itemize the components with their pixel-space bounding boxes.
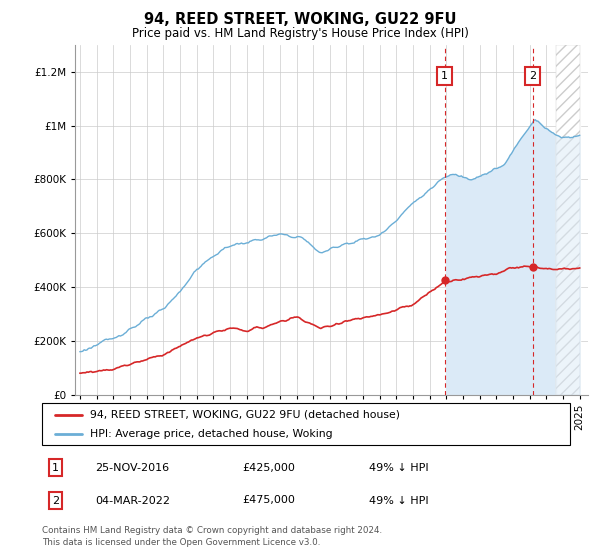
FancyBboxPatch shape <box>42 403 570 445</box>
Text: 1: 1 <box>441 71 448 81</box>
Text: 94, REED STREET, WOKING, GU22 9FU: 94, REED STREET, WOKING, GU22 9FU <box>144 12 456 27</box>
Text: £425,000: £425,000 <box>242 463 296 473</box>
Text: 94, REED STREET, WOKING, GU22 9FU (detached house): 94, REED STREET, WOKING, GU22 9FU (detac… <box>89 409 400 419</box>
Text: £475,000: £475,000 <box>242 496 296 506</box>
Text: 1: 1 <box>52 463 59 473</box>
Text: 49% ↓ HPI: 49% ↓ HPI <box>370 496 429 506</box>
Text: Contains HM Land Registry data © Crown copyright and database right 2024.
This d: Contains HM Land Registry data © Crown c… <box>42 526 382 547</box>
Text: Price paid vs. HM Land Registry's House Price Index (HPI): Price paid vs. HM Land Registry's House … <box>131 27 469 40</box>
Text: 04-MAR-2022: 04-MAR-2022 <box>95 496 170 506</box>
Text: 25-NOV-2016: 25-NOV-2016 <box>95 463 169 473</box>
Text: HPI: Average price, detached house, Woking: HPI: Average price, detached house, Woki… <box>89 429 332 439</box>
Text: 2: 2 <box>52 496 59 506</box>
Text: 2: 2 <box>529 71 536 81</box>
Text: 49% ↓ HPI: 49% ↓ HPI <box>370 463 429 473</box>
